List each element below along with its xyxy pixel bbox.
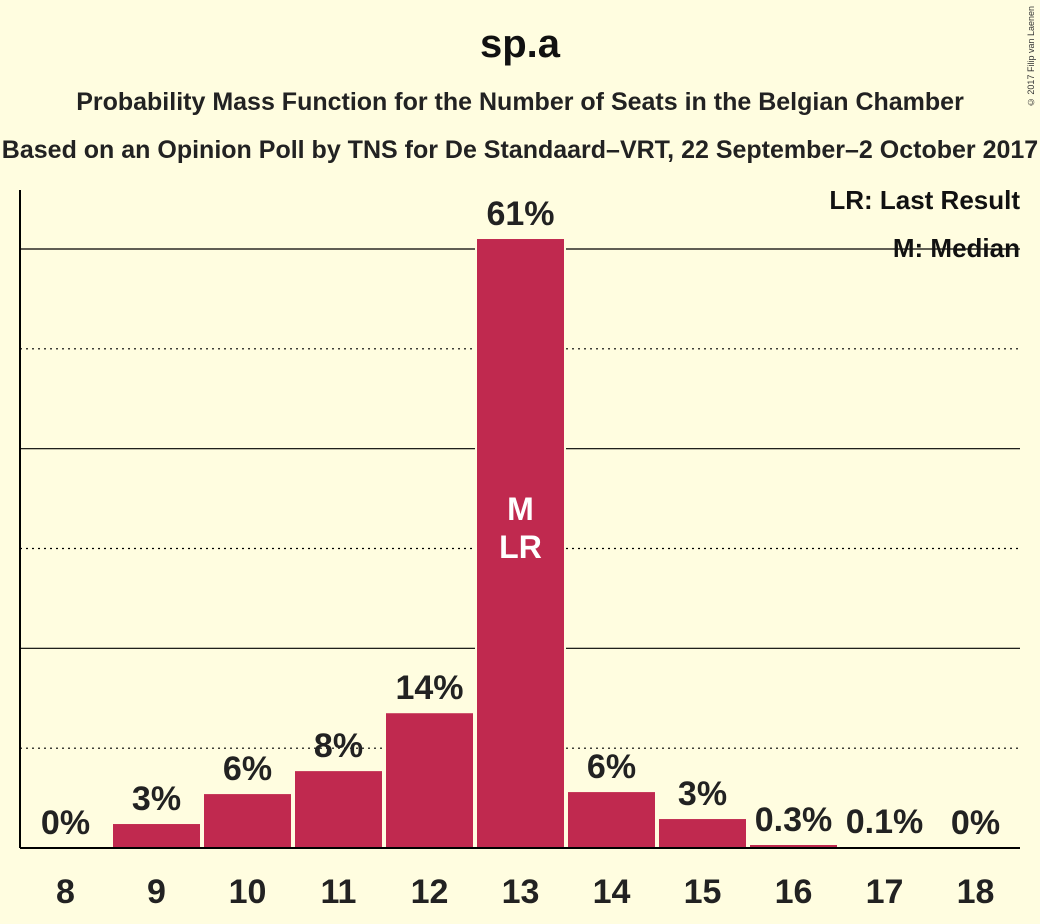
bars: MLR (111, 237, 930, 848)
value-label-10: 6% (223, 750, 272, 788)
value-labels: 0% 3% 6% 8% 14% 61% 6% 3% 0.3% 0.1% 0% (41, 195, 1000, 842)
bar-13 (477, 239, 564, 848)
bar-16 (750, 845, 837, 848)
chart-title: sp.a (479, 22, 561, 66)
axes (19, 190, 1020, 849)
value-label-11: 8% (314, 727, 363, 765)
legend-median: M: Median (893, 233, 1020, 263)
x-tick-17: 17 (866, 873, 904, 911)
bar-halo (839, 845, 930, 848)
x-tick-10: 10 (229, 873, 267, 911)
x-tick-11: 11 (321, 873, 357, 911)
legend: LR: Last Result M: Median (829, 185, 1020, 263)
x-tick-16: 16 (775, 873, 813, 911)
value-label-15: 3% (678, 775, 727, 813)
value-label-8: 0% (41, 804, 90, 842)
bar-11 (295, 771, 382, 848)
median-marker: M (507, 491, 534, 527)
value-label-14: 6% (587, 748, 636, 786)
bar-12 (386, 713, 473, 848)
x-tick-9: 9 (147, 873, 166, 911)
x-tick-8: 8 (56, 873, 75, 911)
value-label-17: 0.1% (846, 803, 924, 841)
last-result-marker: LR (499, 529, 542, 565)
bar-10 (204, 794, 291, 848)
x-tick-14: 14 (593, 873, 631, 911)
value-label-12: 14% (395, 669, 463, 707)
x-tick-12: 12 (411, 873, 449, 911)
value-label-16: 0.3% (755, 801, 833, 839)
x-tick-13: 13 (502, 873, 540, 911)
x-tick-labels: 8 9 10 11 12 13 14 15 16 17 18 (56, 873, 994, 911)
bar-9 (113, 824, 200, 848)
legend-last-result: LR: Last Result (829, 185, 1020, 215)
value-label-18: 0% (951, 804, 1000, 842)
value-label-13: 61% (486, 195, 554, 233)
chart-subtitle: Probability Mass Function for the Number… (76, 88, 964, 116)
x-tick-18: 18 (957, 873, 995, 911)
bar-15 (659, 819, 746, 848)
bar-14 (568, 792, 655, 848)
chart-subtitle-source: Based on an Opinion Poll by TNS for De S… (1, 136, 1039, 164)
x-tick-15: 15 (684, 873, 722, 911)
value-label-9: 3% (132, 780, 181, 818)
